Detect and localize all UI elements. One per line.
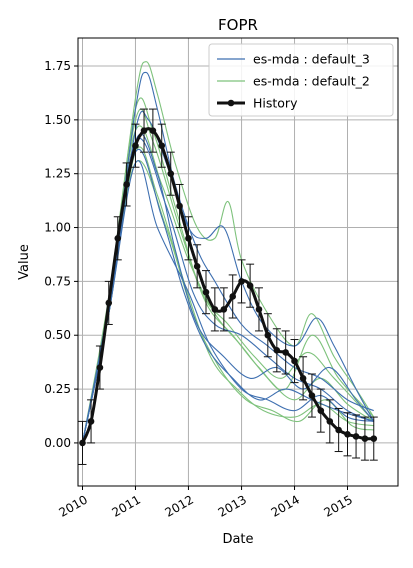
history-marker [220,306,228,313]
history-marker [264,331,272,339]
history-marker [167,170,175,177]
history-marker [132,142,139,149]
history-marker [255,306,263,313]
history-marker [185,235,192,242]
y-tick-label: 0.75 [44,274,71,288]
history-marker [149,127,157,134]
legend: es-mda : default_3 es-mda : default_2 Hist… [208,43,394,117]
history-marker [352,433,360,440]
history-marker [326,418,334,425]
history-marker [229,293,237,300]
history-marker [96,364,104,371]
history-marker [176,202,183,210]
history-marker [361,435,369,442]
history-marker [273,347,281,354]
chart-title: FOPR [218,16,258,34]
y-tick-label: 1.25 [44,167,71,181]
history-marker [114,235,122,242]
history-marker [158,142,166,149]
history-marker [299,375,307,382]
history-marker [238,278,245,285]
legend-marker [227,99,235,107]
plot-frame [77,37,399,487]
history-marker [335,426,342,434]
history-marker [308,392,316,399]
history-marker [291,357,298,365]
x-axis-label: Date [222,532,253,547]
history-line [81,127,374,444]
legend-label: es-mda : default_3 [253,52,370,67]
y-tick-label: 0.50 [44,328,71,342]
history-marker [344,431,351,438]
history-marker [105,299,113,307]
history-marker [193,263,201,270]
legend-label: es-mda : default_2 [253,74,370,89]
history-marker [123,181,130,188]
history-marker [317,407,325,414]
history-marker [87,418,95,425]
history-marker [140,127,148,134]
y-tick-label: 1.75 [44,59,71,73]
y-axis-label: Value [17,244,32,280]
legend-box [208,43,394,117]
legend-label: History [253,96,298,111]
history-marker [246,282,254,289]
history-marker [79,439,86,447]
y-tick-label: 1.00 [44,221,71,235]
y-tick-label: 0.25 [44,382,71,396]
y-tick-label: 0.00 [44,436,71,450]
history-marker [370,435,378,442]
history-marker [202,288,210,296]
history-marker [211,306,219,313]
history-marker [282,349,289,356]
y-tick-label: 1.50 [44,113,71,127]
